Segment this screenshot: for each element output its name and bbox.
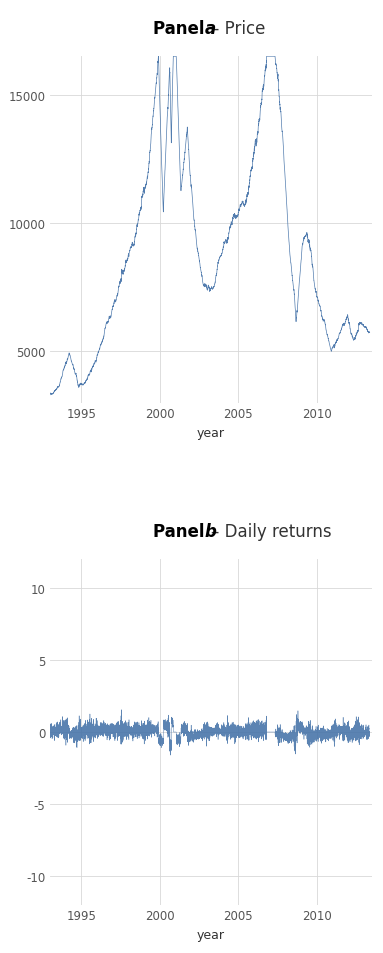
Text: Panel: Panel [154,20,211,38]
Text: – Daily returns: – Daily returns [211,522,331,540]
Text: a: a [205,20,216,38]
X-axis label: year: year [196,426,225,439]
Text: b: b [205,522,217,540]
Text: – Price: – Price [211,20,265,38]
Text: Panel: Panel [154,522,211,540]
X-axis label: year: year [196,928,225,941]
